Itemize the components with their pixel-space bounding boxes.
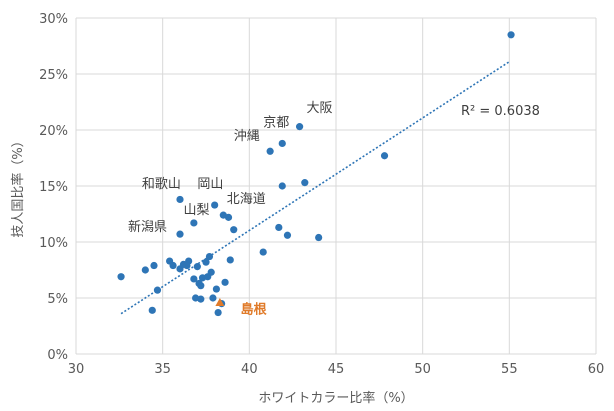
data-point <box>176 230 184 238</box>
grid-lines <box>75 17 597 355</box>
prefecture-label: 沖縄 <box>234 129 260 144</box>
x-axis-title: ホワイトカラー比率（%） <box>258 390 413 406</box>
data-point <box>259 248 267 256</box>
data-point <box>211 201 219 209</box>
x-tick-label: 40 <box>241 362 258 377</box>
x-tick-label: 35 <box>154 362 171 377</box>
data-points <box>117 31 515 317</box>
data-point <box>230 226 238 234</box>
y-tick-label: 0% <box>47 348 68 363</box>
data-point <box>193 263 201 271</box>
data-point <box>380 152 389 160</box>
r-squared-label: R² = 0.6038 <box>461 104 540 119</box>
data-point <box>278 139 286 148</box>
prefecture-label: 岡山 <box>197 177 223 192</box>
data-point <box>117 273 125 281</box>
data-point <box>224 213 233 221</box>
data-point <box>315 233 323 242</box>
y-tick-label: 20% <box>39 124 68 139</box>
x-tick-label: 30 <box>68 362 85 377</box>
data-point <box>283 231 292 239</box>
trendline-group <box>120 61 510 315</box>
y-axis-title: 技人国比率（%） <box>10 134 26 237</box>
data-point <box>197 282 205 290</box>
data-point <box>221 278 229 286</box>
data-point <box>190 219 198 227</box>
y-tick-label: 5% <box>47 292 68 307</box>
data-point <box>207 268 215 276</box>
prefecture-label: 山梨 <box>183 203 209 218</box>
data-point <box>278 182 286 190</box>
data-point <box>141 266 149 274</box>
data-point <box>301 179 309 187</box>
highlight-label: 島根 <box>241 302 268 318</box>
tick-labels: 30 35 40 45 50 55 60 0% 5% 10% 15% 20% 25% 30% <box>39 12 604 377</box>
data-point <box>197 295 205 303</box>
data-point <box>169 261 177 270</box>
data-point <box>214 308 222 317</box>
prefecture-label: 大阪 <box>307 101 333 116</box>
data-point <box>205 252 214 261</box>
x-tick-label: 60 <box>588 362 605 377</box>
prefecture-label: 和歌山 <box>142 177 181 192</box>
y-tick-label: 15% <box>39 180 68 195</box>
y-tick-label: 25% <box>39 68 68 83</box>
prefecture-label: 北海道 <box>227 192 266 207</box>
x-tick-label: 55 <box>501 362 518 377</box>
data-point <box>209 294 217 302</box>
x-tick-label: 50 <box>414 362 431 377</box>
data-point <box>275 223 283 232</box>
y-tick-label: 30% <box>39 12 68 27</box>
data-point <box>150 261 158 270</box>
trendline <box>120 61 510 315</box>
data-point <box>148 306 156 314</box>
data-point <box>212 285 220 293</box>
highlight-point <box>215 297 225 306</box>
y-tick-label: 10% <box>39 236 68 251</box>
prefecture-label: 新潟県 <box>128 219 167 235</box>
data-point <box>266 147 274 155</box>
data-point <box>153 286 162 294</box>
data-point <box>183 261 191 270</box>
prefecture-label: 京都 <box>263 116 289 131</box>
data-point <box>190 275 198 283</box>
data-point <box>507 31 515 39</box>
data-point <box>226 256 234 264</box>
x-tick-label: 45 <box>328 362 345 377</box>
data-point <box>296 123 304 131</box>
data-point <box>176 195 184 204</box>
data-point <box>202 258 210 266</box>
